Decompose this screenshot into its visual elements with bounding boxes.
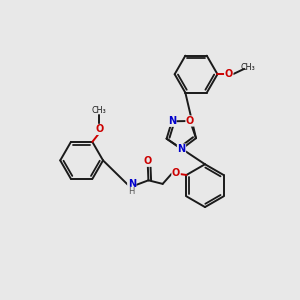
Text: H: H xyxy=(129,187,135,196)
Text: O: O xyxy=(225,69,233,79)
Text: O: O xyxy=(186,116,194,126)
Text: N: N xyxy=(177,144,185,154)
Text: O: O xyxy=(144,156,152,166)
Text: O: O xyxy=(172,169,180,178)
Text: N: N xyxy=(168,116,176,126)
Text: N: N xyxy=(128,179,136,189)
Text: CH₃: CH₃ xyxy=(241,63,256,72)
Text: O: O xyxy=(95,124,103,134)
Text: CH₃: CH₃ xyxy=(92,106,106,116)
